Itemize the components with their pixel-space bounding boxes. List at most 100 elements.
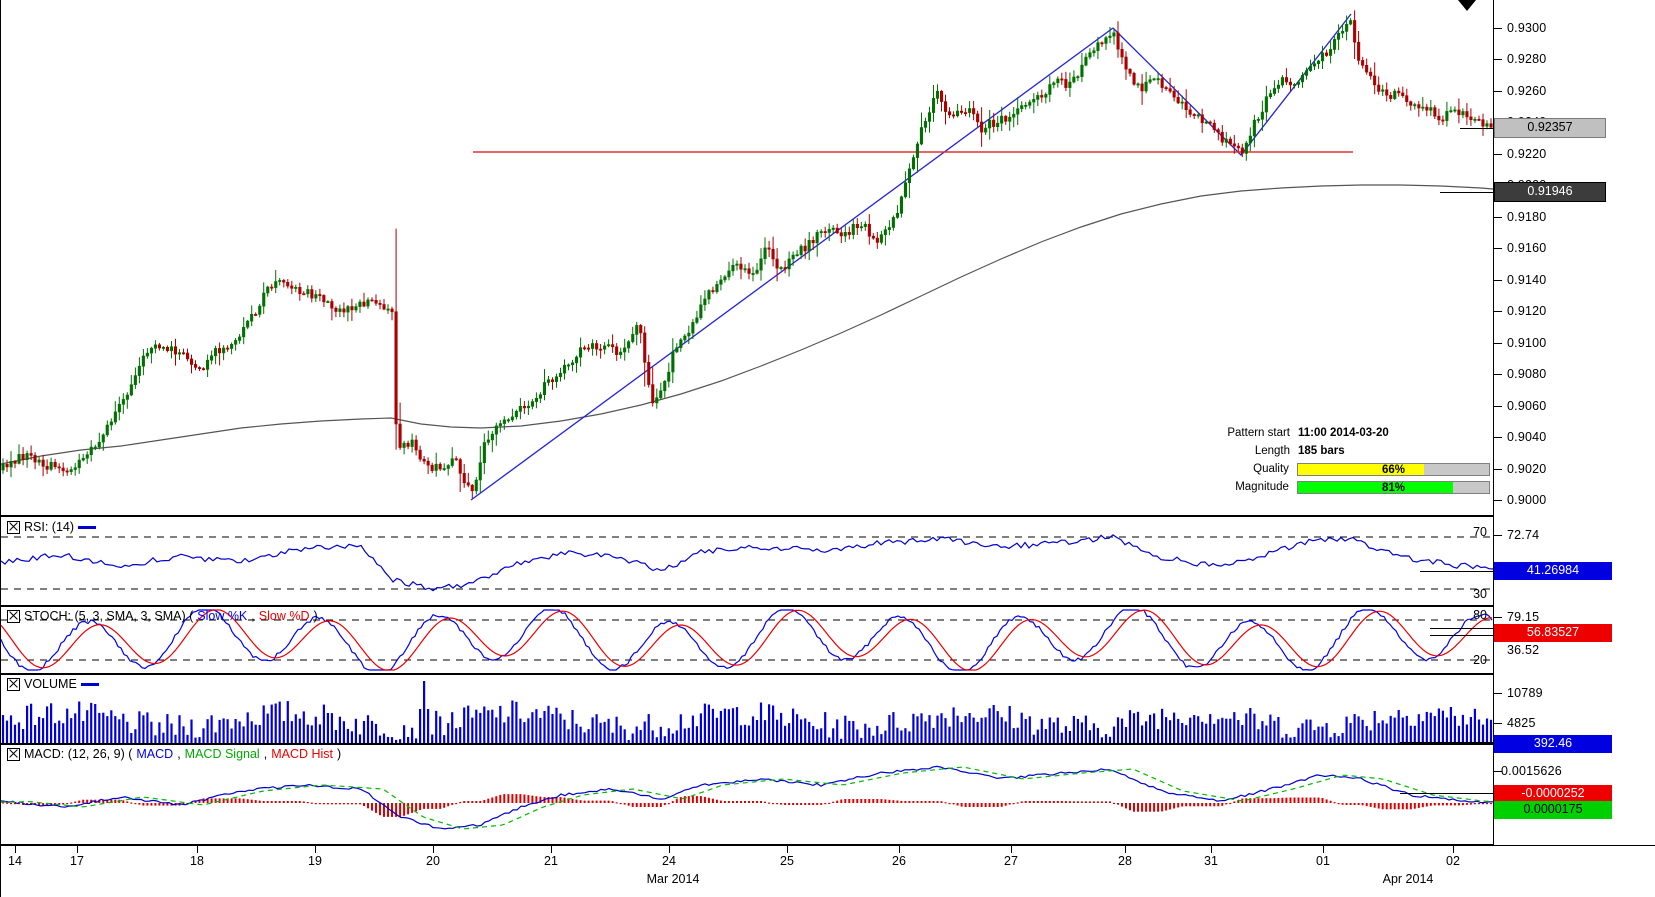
last-price-leader-line: [1460, 128, 1494, 129]
x-axis-label: 27: [1004, 854, 1018, 868]
macd-signal-line: [1, 766, 1493, 830]
axis-tick: [1493, 374, 1502, 376]
axis-tick: [1493, 216, 1502, 218]
stoch-plot-area[interactable]: [1, 607, 1493, 673]
stoch-axis-high-label: 79.15: [1507, 610, 1540, 624]
volume-color-swatch: [80, 682, 99, 686]
rsi-axis-high-label: 72.74: [1507, 528, 1540, 542]
macd-svg: [1, 765, 1493, 830]
x-axis[interactable]: 14 17 18 19 20 21 24 25 26 27 28 31 01 02 Mar 2014 Ap…: [0, 845, 1493, 897]
axis-tick: [1493, 693, 1502, 694]
axis-tick-label: 0.9220: [1507, 146, 1547, 161]
x-axis-label: 24: [662, 854, 676, 868]
macd-leader-line: [1400, 793, 1494, 794]
macd-value-tag[interactable]: -0.0000252: [1494, 785, 1612, 803]
candlestick-series: [1, 10, 1493, 499]
rsi-leader-line: [1420, 571, 1494, 572]
rsi-title[interactable]: RSI: (14): [7, 520, 97, 534]
moving-average-tag[interactable]: 0.91946: [1494, 182, 1606, 202]
axis-tick: [1493, 437, 1502, 439]
stoch-slow-d-line: [1, 609, 1493, 671]
axis-tick-label: 0.9040: [1507, 430, 1547, 445]
x-axis-label: 21: [544, 854, 558, 868]
rsi-svg: [1, 534, 1493, 592]
axis-tick: [1493, 153, 1502, 155]
stoch-level-80-label: 80: [1473, 608, 1487, 622]
macd-legend-sep2: ,: [263, 747, 268, 761]
close-icon[interactable]: [7, 677, 20, 691]
pattern-length-row: Length 185 bars: [1218, 443, 1490, 459]
pattern-start-label: Pattern start: [1227, 427, 1290, 439]
rsi-value-tag[interactable]: 41.26984: [1494, 562, 1612, 580]
macd-title[interactable]: MACD: (12, 26, 9) ( MACD , MACD Signal ,…: [7, 747, 341, 761]
x-axis-label: 26: [892, 854, 906, 868]
macd-panel[interactable]: MACD: (12, 26, 9) ( MACD , MACD Signal ,…: [0, 744, 1494, 845]
moving-average-line: [1, 184, 1493, 465]
rsi-line: [1, 534, 1493, 592]
volume-value-tag[interactable]: 392.46: [1494, 735, 1612, 753]
last-price-tag[interactable]: 0.92357: [1494, 118, 1606, 138]
axis-tick: [1493, 535, 1502, 536]
axis-tick-label: 0.9000: [1507, 493, 1547, 507]
rsi-level-70-label: 70: [1473, 525, 1487, 539]
rsi-title-text: RSI: (14): [24, 520, 75, 534]
x-axis-label: 28: [1118, 854, 1132, 868]
macd-legend-macd: MACD: [136, 747, 174, 761]
x-axis-tick: [197, 845, 198, 853]
close-icon[interactable]: [7, 609, 20, 623]
macd-axis-high-label: 0.0015626: [1501, 764, 1562, 778]
axis-tick: [1493, 617, 1502, 618]
ma-leader-line: [1440, 192, 1494, 193]
macd-line: [1, 765, 1493, 830]
rsi-plot-area[interactable]: [1, 517, 1493, 605]
axis-tick: [1493, 468, 1502, 470]
macd-title-text: MACD: (12, 26, 9) (: [24, 747, 133, 761]
pattern-info-box: Pattern start 11:00 2014-03-20 Length 18…: [1218, 425, 1490, 497]
x-axis-tick: [899, 845, 900, 853]
stoch-leader-line: [1430, 635, 1494, 636]
x-axis-tick: [315, 845, 316, 853]
stoch-panel[interactable]: STOCH: (5, 3, SMA, 3, SMA) ( Slow %K , S…: [0, 606, 1494, 674]
axis-tick: [1493, 28, 1502, 29]
quality-progress-bar: 66%: [1296, 462, 1490, 476]
macd-secondary-value-tag[interactable]: 0.0000175: [1494, 801, 1612, 819]
x-axis-label: 18: [190, 854, 204, 868]
close-icon[interactable]: [7, 747, 20, 761]
axis-tick-label: 0.9160: [1507, 241, 1547, 256]
axis-tick: [1493, 248, 1502, 250]
x-axis-tick: [787, 845, 788, 853]
magnitude-progress-fill: [1297, 481, 1453, 493]
axis-tick: [1493, 311, 1502, 313]
close-icon[interactable]: [7, 520, 20, 534]
x-axis-top-line: [0, 845, 1655, 846]
volume-panel[interactable]: VOLUME: [0, 674, 1494, 744]
rsi-panel[interactable]: RSI: (14) 70 30: [0, 516, 1494, 606]
x-axis-tick: [669, 845, 670, 853]
stoch-level-20-label: 20: [1473, 653, 1487, 667]
value-axis[interactable]: 0.93000.92800.92600.92400.92200.92000.91…: [1493, 0, 1655, 845]
macd-legend-sep1: ,: [177, 747, 181, 761]
macd-legend-signal: MACD Signal: [184, 747, 260, 761]
macd-legend-hist: MACD Hist: [271, 747, 333, 761]
x-axis-label: 31: [1204, 854, 1218, 868]
macd-plot-area[interactable]: [1, 745, 1493, 844]
price-chart-panel[interactable]: [0, 0, 1494, 516]
axis-tick-label: 0.9260: [1507, 83, 1547, 98]
price-plot-area[interactable]: [1, 0, 1493, 515]
axis-tick-label: 0.9080: [1507, 367, 1547, 382]
rsi-color-swatch: [78, 525, 97, 529]
volume-bar-series: [1, 681, 1493, 743]
stoch-value-tag[interactable]: 56.83527: [1494, 624, 1612, 642]
volume-plot-area[interactable]: [1, 675, 1493, 743]
volume-title-text: VOLUME: [24, 677, 77, 691]
x-axis-label: 19: [308, 854, 322, 868]
axis-tick-label: 0.9100: [1507, 335, 1547, 350]
x-axis-tick: [1453, 845, 1454, 853]
stoch-title[interactable]: STOCH: (5, 3, SMA, 3, SMA) ( Slow %K , S…: [7, 609, 318, 623]
stoch-title-close-paren: ): [313, 609, 318, 623]
volume-svg: [1, 681, 1493, 743]
volume-title[interactable]: VOLUME: [7, 677, 99, 691]
uptrend-line: [470, 27, 1114, 501]
pattern-quality-row: Quality 66%: [1218, 461, 1490, 477]
